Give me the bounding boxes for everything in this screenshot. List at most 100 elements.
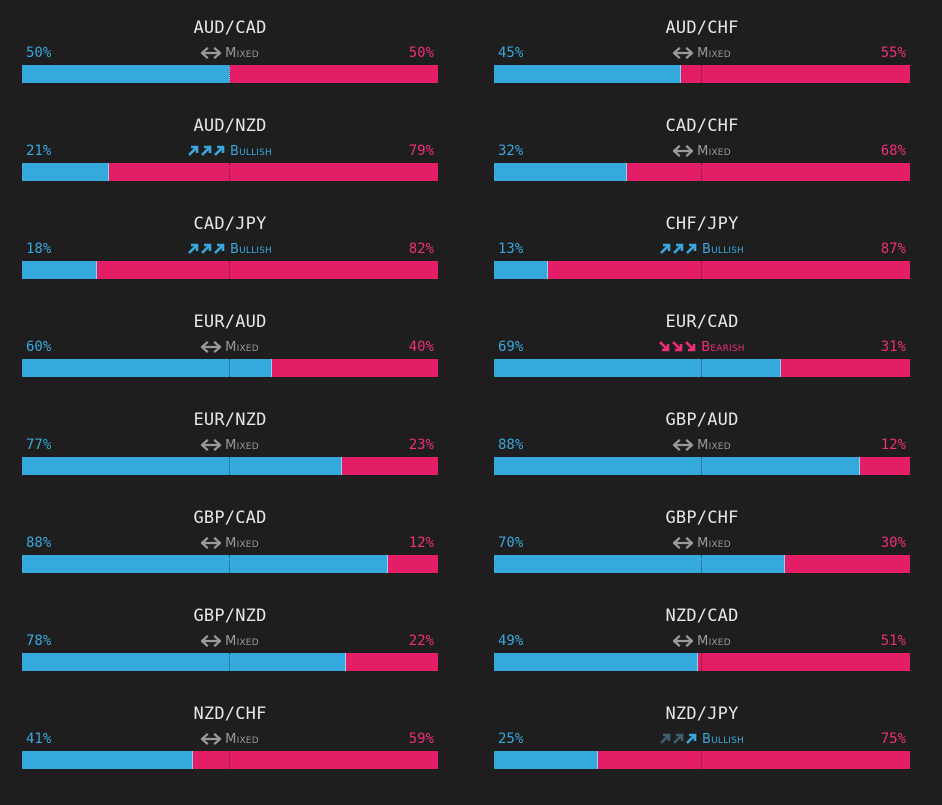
long-fill [494, 261, 549, 279]
ratio-bar [22, 261, 438, 279]
long-percent: 21% [26, 143, 52, 159]
sentiment-label: Mixed [225, 46, 259, 61]
pair-card-nzd-chf[interactable]: NZD/CHF 41% 59% Mixed [22, 686, 438, 769]
sentiment-label: Mixed [697, 634, 731, 649]
sentiment-indicator: Bullish [22, 241, 438, 258]
pair-card-gbp-cad[interactable]: GBP/CAD 88% 12% Mixed [22, 490, 438, 573]
short-percent: 31% [880, 339, 906, 355]
short-percent: 23% [408, 437, 434, 453]
long-fill [494, 163, 628, 181]
pair-card-eur-aud[interactable]: EUR/AUD 60% 40% Mixed [22, 294, 438, 377]
double-arrow-horizontal-icon [201, 634, 222, 647]
long-fill [494, 457, 861, 475]
double-arrow-horizontal-icon [201, 340, 222, 353]
ratio-bar [22, 653, 438, 671]
pair-title: EUR/CAD [665, 312, 739, 332]
pair-title: EUR/NZD [193, 410, 267, 430]
long-fill [22, 65, 230, 83]
short-percent: 68% [880, 143, 906, 159]
ratio-bar [494, 359, 910, 377]
short-percent: 55% [880, 45, 906, 61]
ratio-bar [22, 65, 438, 83]
long-fill [22, 163, 110, 181]
sentiment-label: Bearish [701, 340, 745, 355]
midpoint-marker [229, 163, 230, 181]
midpoint-marker [701, 65, 702, 83]
ratio-bar [494, 65, 910, 83]
ratio-bar [494, 163, 910, 181]
double-arrow-horizontal-icon [201, 536, 222, 549]
sentiment-label: Mixed [225, 732, 259, 747]
pair-title: GBP/AUD [665, 410, 739, 430]
triple-up-arrow-icon [188, 243, 225, 254]
pair-card-eur-cad[interactable]: EUR/CAD 69% 31% Bearish [494, 294, 910, 377]
pair-card-aud-chf[interactable]: AUD/CHF 45% 55% Mixed [494, 0, 910, 83]
pair-card-aud-cad[interactable]: AUD/CAD 50% 50% Mixed [22, 0, 438, 83]
pair-title: NZD/CHF [193, 704, 267, 724]
pair-title: CAD/CHF [665, 116, 739, 136]
double-arrow-horizontal-icon [201, 438, 222, 451]
sentiment-label: Mixed [225, 536, 259, 551]
long-fill [494, 555, 786, 573]
long-percent: 88% [26, 535, 52, 551]
ratio-bar [22, 163, 438, 181]
midpoint-marker [701, 555, 702, 573]
long-percent: 69% [498, 339, 524, 355]
ratio-bar [494, 751, 910, 769]
long-percent: 32% [498, 143, 524, 159]
short-percent: 12% [408, 535, 434, 551]
ratio-bar [494, 653, 910, 671]
short-percent: 82% [408, 241, 434, 257]
sentiment-indicator: Bullish [494, 241, 910, 258]
midpoint-marker [701, 261, 702, 279]
long-percent: 77% [26, 437, 52, 453]
sentiment-indicator: Mixed [494, 437, 910, 454]
sentiment-label: Bullish [229, 144, 273, 159]
pair-card-cad-jpy[interactable]: CAD/JPY 18% 82% Bullish [22, 196, 438, 279]
pair-card-gbp-aud[interactable]: GBP/AUD 88% 12% Mixed [494, 392, 910, 475]
double-arrow-horizontal-icon [201, 732, 222, 745]
sentiment-indicator: Mixed [22, 339, 438, 356]
short-percent: 40% [408, 339, 434, 355]
sentiment-label: Mixed [697, 438, 731, 453]
sentiment-label: Bullish [701, 732, 745, 747]
long-percent: 50% [26, 45, 52, 61]
long-fill [494, 359, 782, 377]
sentiment-indicator: Mixed [22, 535, 438, 552]
sentiment-label: Mixed [225, 438, 259, 453]
ratio-bar [494, 555, 910, 573]
long-fill [494, 751, 598, 769]
pair-card-cad-chf[interactable]: CAD/CHF 32% 68% Mixed [494, 98, 910, 181]
sentiment-indicator: Bullish [22, 143, 438, 160]
pair-card-gbp-chf[interactable]: GBP/CHF 70% 30% Mixed [494, 490, 910, 573]
pair-title: CAD/JPY [193, 214, 267, 234]
long-percent: 49% [498, 633, 524, 649]
pair-title: AUD/NZD [193, 116, 267, 136]
pair-title: GBP/NZD [193, 606, 267, 626]
short-percent: 22% [408, 633, 434, 649]
long-fill [22, 653, 347, 671]
long-percent: 45% [498, 45, 524, 61]
pair-card-eur-nzd[interactable]: EUR/NZD 77% 23% Mixed [22, 392, 438, 475]
sentiment-indicator: Mixed [22, 437, 438, 454]
pair-title: CHF/JPY [665, 214, 739, 234]
midpoint-marker [229, 653, 230, 671]
pair-card-nzd-jpy[interactable]: NZD/JPY 25% 75% Bullish [494, 686, 910, 769]
pair-card-nzd-cad[interactable]: NZD/CAD 49% 51% Mixed [494, 588, 910, 671]
pair-card-gbp-nzd[interactable]: GBP/NZD 78% 22% Mixed [22, 588, 438, 671]
sentiment-label: Mixed [697, 536, 731, 551]
double-arrow-horizontal-icon [673, 46, 694, 59]
pair-card-aud-nzd[interactable]: AUD/NZD 21% 79% Bullish [22, 98, 438, 181]
ratio-bar [22, 359, 438, 377]
short-percent: 30% [880, 535, 906, 551]
sentiment-indicator: Mixed [494, 535, 910, 552]
pair-card-chf-jpy[interactable]: CHF/JPY 13% 87% Bullish [494, 196, 910, 279]
double-arrow-horizontal-icon [673, 634, 694, 647]
ratio-bar [494, 261, 910, 279]
sentiment-indicator: Mixed [494, 45, 910, 62]
triple-down-arrow-icon [659, 340, 696, 351]
short-percent: 79% [408, 143, 434, 159]
short-percent: 50% [408, 45, 434, 61]
double-arrow-horizontal-icon [673, 438, 694, 451]
